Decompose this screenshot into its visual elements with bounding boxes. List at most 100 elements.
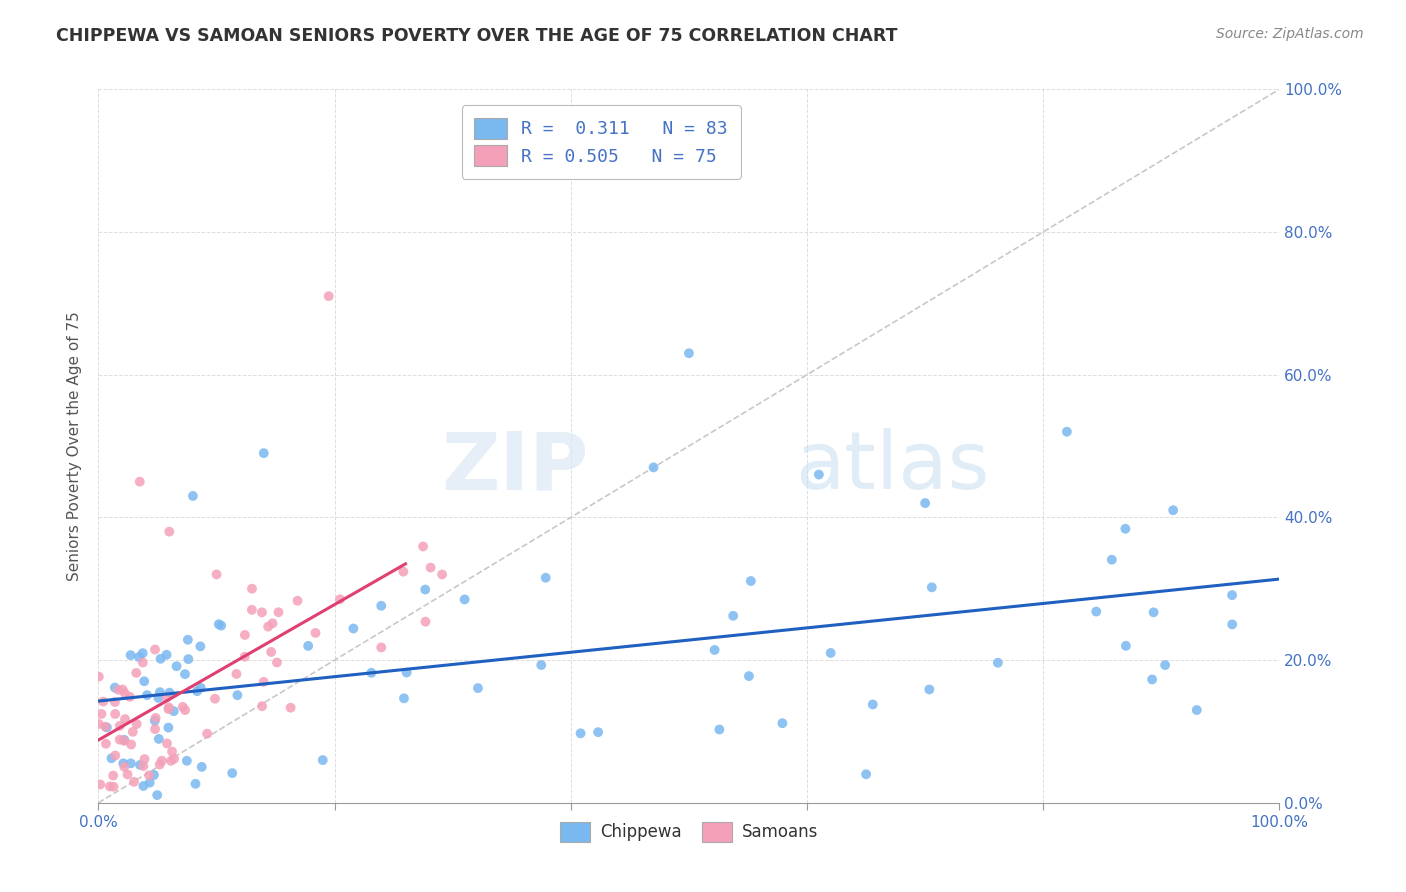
Point (195, 727, 218, 741)
Point (157, 524, 180, 539)
Point (96, 721, 118, 735)
Point (225, 667, 247, 681)
Point (129, 758, 152, 772)
Point (1154, 658, 1177, 673)
Point (1185, 703, 1208, 717)
Point (190, 681, 212, 695)
Point (1056, 425, 1078, 439)
Point (91, 695, 114, 709)
Point (104, 681, 127, 695)
Point (149, 757, 172, 772)
Point (143, 722, 166, 736)
Point (108, 719, 131, 733)
Point (132, 779, 155, 793)
Point (1114, 522, 1136, 536)
Point (1085, 605, 1108, 619)
Point (1140, 673, 1163, 687)
Point (103, 780, 125, 794)
Point (94, 737, 117, 751)
Point (419, 560, 441, 574)
Legend: Chippewa, Samoans: Chippewa, Samoans (550, 813, 828, 852)
Point (586, 725, 609, 739)
Point (136, 688, 159, 702)
Point (240, 603, 263, 617)
Point (186, 684, 208, 698)
Point (101, 768, 124, 782)
Point (205, 567, 228, 582)
Point (114, 686, 136, 700)
Point (738, 669, 761, 683)
Point (467, 681, 489, 695)
Point (820, 646, 842, 660)
Point (157, 702, 180, 716)
Point (125, 717, 148, 731)
Point (120, 738, 142, 752)
Point (1220, 588, 1243, 602)
Point (138, 768, 160, 782)
Point (174, 667, 197, 681)
Point (392, 691, 415, 706)
Point (145, 711, 167, 725)
Point (120, 648, 142, 662)
Point (111, 682, 134, 697)
Point (453, 592, 475, 607)
Point (138, 775, 160, 789)
Point (87, 717, 110, 731)
Point (266, 656, 288, 670)
Point (233, 649, 256, 664)
Point (157, 700, 180, 714)
Point (987, 656, 1010, 670)
Point (181, 489, 204, 503)
Point (1101, 552, 1123, 566)
Point (415, 615, 437, 629)
Point (89, 777, 111, 791)
Point (208, 617, 231, 632)
Point (430, 567, 453, 582)
Point (184, 777, 207, 791)
Point (132, 759, 155, 773)
Point (312, 753, 335, 767)
Point (370, 640, 392, 655)
Point (1142, 605, 1164, 619)
Point (395, 665, 418, 680)
Point (250, 699, 273, 714)
Point (250, 606, 273, 620)
Point (413, 582, 436, 597)
Point (412, 540, 434, 554)
Point (918, 682, 941, 697)
Point (149, 652, 172, 666)
Point (148, 731, 170, 746)
Point (160, 754, 183, 768)
Point (112, 734, 135, 748)
Point (104, 706, 127, 721)
Point (253, 674, 276, 689)
Point (134, 674, 156, 689)
Point (100, 751, 122, 765)
Point (108, 732, 131, 747)
Point (1115, 639, 1137, 653)
Point (1220, 617, 1243, 632)
Point (117, 767, 139, 781)
Point (260, 645, 283, 659)
Point (569, 726, 592, 740)
Point (131, 646, 153, 660)
Point (160, 745, 183, 759)
Point (98, 780, 121, 794)
Point (112, 756, 135, 771)
Point (703, 643, 725, 657)
Point (157, 721, 180, 735)
Point (304, 626, 326, 640)
Point (128, 650, 150, 665)
Point (176, 754, 198, 768)
Point (862, 698, 884, 712)
Point (104, 748, 127, 763)
Point (280, 700, 302, 714)
Text: Source: ZipAtlas.com: Source: ZipAtlas.com (1216, 27, 1364, 41)
Point (190, 640, 212, 654)
Point (163, 704, 186, 718)
Point (87, 670, 110, 684)
Point (360, 665, 382, 680)
Point (125, 665, 148, 680)
Point (156, 690, 179, 705)
Point (146, 788, 169, 802)
